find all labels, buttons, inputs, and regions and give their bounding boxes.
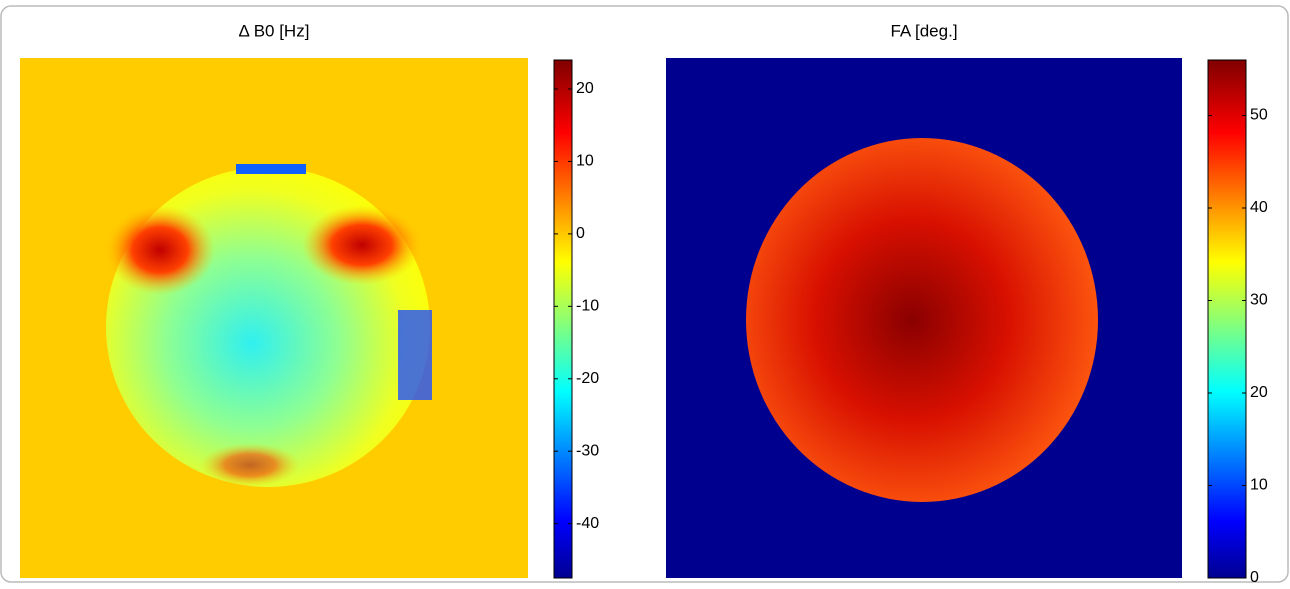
tick-label: 40 xyxy=(1250,199,1268,216)
map-b0 xyxy=(20,58,528,578)
panel-title: Δ B0 [Hz] xyxy=(239,21,310,40)
tick-label: -10 xyxy=(576,298,599,315)
tick-label: -40 xyxy=(576,515,599,532)
tick-label: 30 xyxy=(1250,292,1268,309)
tick-label: -30 xyxy=(576,442,599,459)
tick-label: 10 xyxy=(1250,477,1268,494)
tick-label: 20 xyxy=(576,80,594,97)
map-fa xyxy=(666,58,1182,578)
tick-label: 50 xyxy=(1250,107,1268,124)
tick-label: 0 xyxy=(1250,569,1259,584)
panel-title: FA [deg.] xyxy=(890,21,957,40)
tick-label: -20 xyxy=(576,370,599,387)
tick-label: 10 xyxy=(576,153,594,170)
colorbar xyxy=(553,59,573,579)
colorbar xyxy=(1207,59,1247,579)
tick-label: 0 xyxy=(576,225,585,242)
tick-label: 20 xyxy=(1250,384,1268,401)
